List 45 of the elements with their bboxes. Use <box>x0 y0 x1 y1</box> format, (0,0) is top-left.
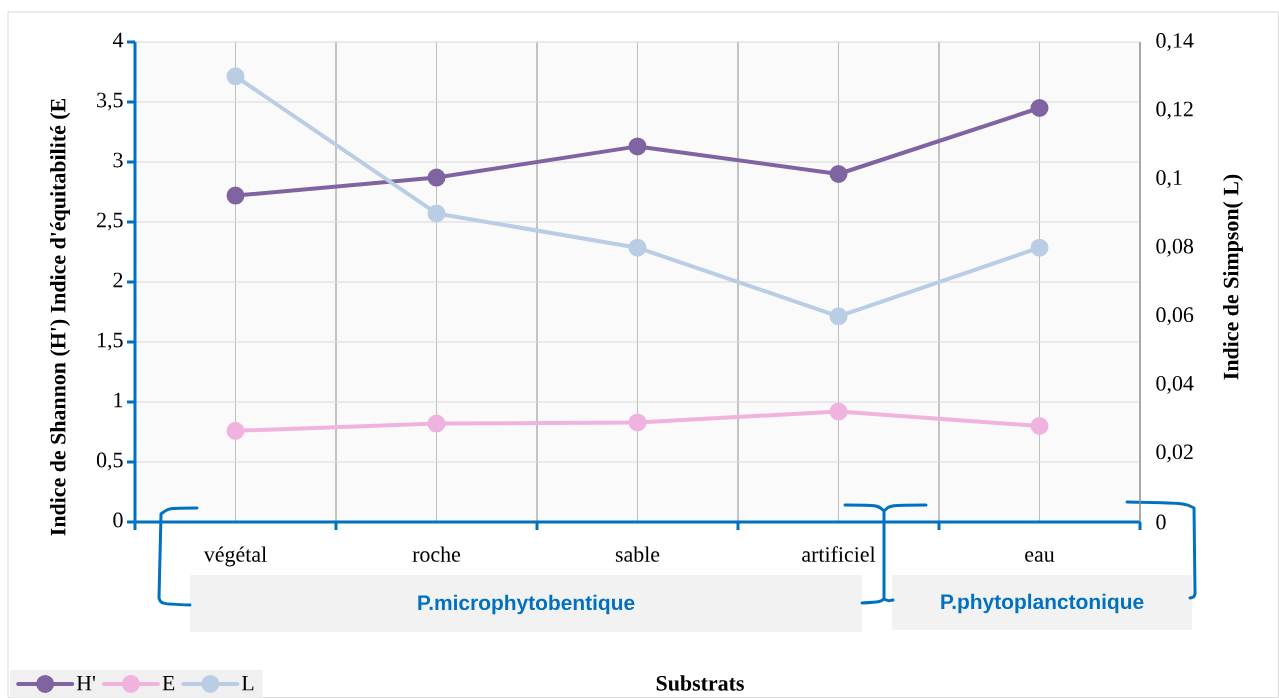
y2-tick-label: 0,1 <box>1156 170 1182 189</box>
point <box>427 414 446 433</box>
y-tick-label: 3,5 <box>97 92 123 111</box>
point <box>628 413 647 432</box>
y-tick-label: 4 <box>112 32 124 48</box>
y2-tick-label: 0,14 <box>1156 33 1194 51</box>
y-tick-label: 0,5 <box>96 452 123 471</box>
point <box>829 307 848 326</box>
y-tick-label: 0 <box>113 512 123 528</box>
point <box>1030 417 1049 435</box>
point <box>829 165 848 183</box>
y2-axis-title: Indice de Simpson( L) <box>1223 174 1243 380</box>
text: P.microphytobentique <box>418 594 635 615</box>
y2-tick-label: 0,04 <box>1156 375 1194 394</box>
y-tick-label: 3 <box>113 152 123 168</box>
point <box>226 67 245 86</box>
y2-tick-label: 0,02 <box>1156 444 1193 463</box>
y-axis-title: Indice de Shannon (H') Indice d'équitabilité (E <box>50 98 70 536</box>
x-tick-label: sable <box>615 546 660 562</box>
x-tick-label: roche <box>412 546 461 562</box>
point <box>628 238 647 257</box>
legend-label: H' <box>76 675 96 691</box>
point <box>1030 238 1049 257</box>
x-tick-label: eau <box>1025 551 1055 562</box>
point <box>628 137 647 156</box>
y-tick-label: 1,5 <box>98 332 123 351</box>
y-tick-label: 2,5 <box>97 212 123 231</box>
y-tick-label: 1 <box>114 392 123 408</box>
point <box>427 204 446 223</box>
y2-tick-label: 0 <box>1156 514 1166 530</box>
point <box>226 421 245 440</box>
y-tick-label: 2 <box>113 272 123 288</box>
x-tick-label: végétal <box>203 546 267 567</box>
point <box>1030 99 1049 117</box>
y2-tick-label: 0,06 <box>1156 307 1194 326</box>
x-axis-title: Substrats <box>656 675 744 691</box>
x-tick-label: artificiel <box>802 546 876 562</box>
point <box>427 168 446 187</box>
legend-label: E <box>162 675 175 691</box>
point <box>226 186 245 205</box>
point <box>829 402 848 421</box>
text: P.phytoplanctonique <box>941 593 1144 614</box>
y2-tick-label: 0,12 <box>1156 101 1193 120</box>
y2-tick-label: 0,08 <box>1156 238 1194 257</box>
legend-label: L <box>241 675 254 691</box>
